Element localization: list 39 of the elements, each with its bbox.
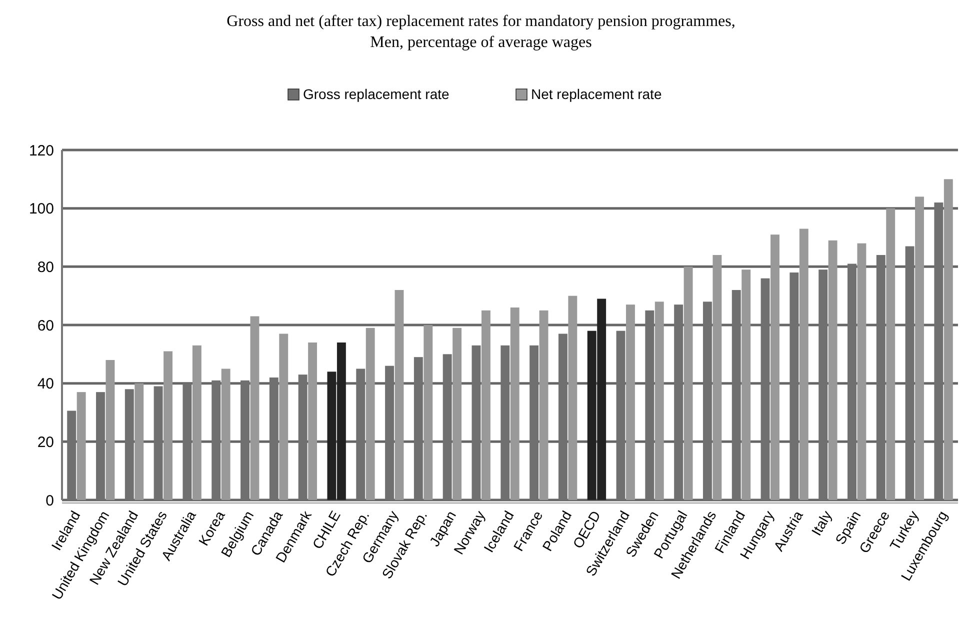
bar (886, 208, 896, 500)
bar (481, 310, 490, 500)
bar (568, 296, 578, 500)
bar (857, 243, 866, 500)
bar (770, 234, 780, 500)
y-tick-label: 80 (37, 258, 54, 276)
legend-label: Gross replacement rate (303, 86, 450, 102)
bar (684, 266, 693, 500)
bar (712, 255, 722, 500)
bar (828, 240, 838, 500)
bar (134, 383, 144, 500)
bar (944, 179, 953, 500)
y-tick-label: 120 (28, 142, 54, 160)
bar (915, 196, 924, 500)
bar (742, 270, 751, 500)
bar (106, 360, 115, 500)
bar (394, 290, 404, 500)
bar (799, 228, 808, 500)
y-tick-label: 0 (46, 492, 54, 510)
y-tick-label: 40 (37, 376, 54, 393)
bar (164, 351, 172, 500)
bar (250, 316, 260, 500)
bar (424, 325, 433, 500)
bar (308, 342, 318, 500)
y-tick-label: 100 (28, 200, 54, 218)
bar (654, 302, 664, 500)
bar (510, 308, 520, 500)
chart-title: Gross and net (after tax) replacement rates for mandatory pension programmes, Men, percentage of average wages (226, 13, 736, 51)
y-tick-label: 60 (37, 317, 54, 334)
bar (366, 328, 375, 500)
bar (539, 310, 548, 500)
bar (279, 334, 288, 500)
bar (452, 328, 462, 500)
bar (76, 392, 86, 500)
bar (221, 368, 230, 500)
legend-label: Net replacement rate (531, 86, 662, 102)
bar (192, 345, 202, 500)
y-tick-label: 20 (37, 434, 54, 451)
bar (626, 304, 635, 500)
